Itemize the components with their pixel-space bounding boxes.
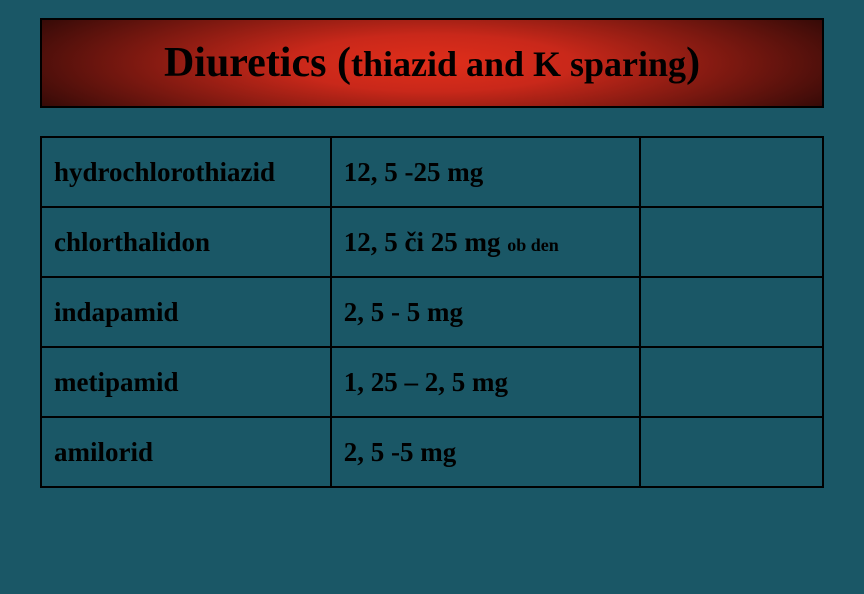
- drug-name: chlorthalidon: [41, 207, 331, 277]
- diuretics-table: hydrochlorothiazid 12, 5 -25 mg chlortha…: [40, 136, 824, 488]
- table-row: hydrochlorothiazid 12, 5 -25 mg: [41, 137, 823, 207]
- drug-dose: 2, 5 -5 mg: [331, 417, 640, 487]
- table-row: amilorid 2, 5 -5 mg: [41, 417, 823, 487]
- title-paren-close: ): [686, 40, 700, 86]
- drug-dose: 2, 5 - 5 mg: [331, 277, 640, 347]
- drug-dose: 12, 5 -25 mg: [331, 137, 640, 207]
- drug-name: metipamid: [41, 347, 331, 417]
- title-box: Diuretics (thiazid and K sparing): [40, 18, 824, 108]
- table-row: indapamid 2, 5 - 5 mg: [41, 277, 823, 347]
- empty-cell: [640, 347, 823, 417]
- drug-dose: 12, 5 či 25 mg ob den: [331, 207, 640, 277]
- table-row: metipamid 1, 25 – 2, 5 mg: [41, 347, 823, 417]
- drug-name: hydrochlorothiazid: [41, 137, 331, 207]
- drug-name: amilorid: [41, 417, 331, 487]
- drug-name: indapamid: [41, 277, 331, 347]
- drug-dose: 1, 25 – 2, 5 mg: [331, 347, 640, 417]
- table-row: chlorthalidon 12, 5 či 25 mg ob den: [41, 207, 823, 277]
- empty-cell: [640, 417, 823, 487]
- empty-cell: [640, 277, 823, 347]
- title-paren-open: (: [337, 40, 351, 86]
- title-main: Diuretics: [164, 40, 337, 86]
- empty-cell: [640, 137, 823, 207]
- slide-title: Diuretics (thiazid and K sparing): [164, 39, 700, 87]
- empty-cell: [640, 207, 823, 277]
- title-sub: thiazid and K sparing: [351, 44, 686, 84]
